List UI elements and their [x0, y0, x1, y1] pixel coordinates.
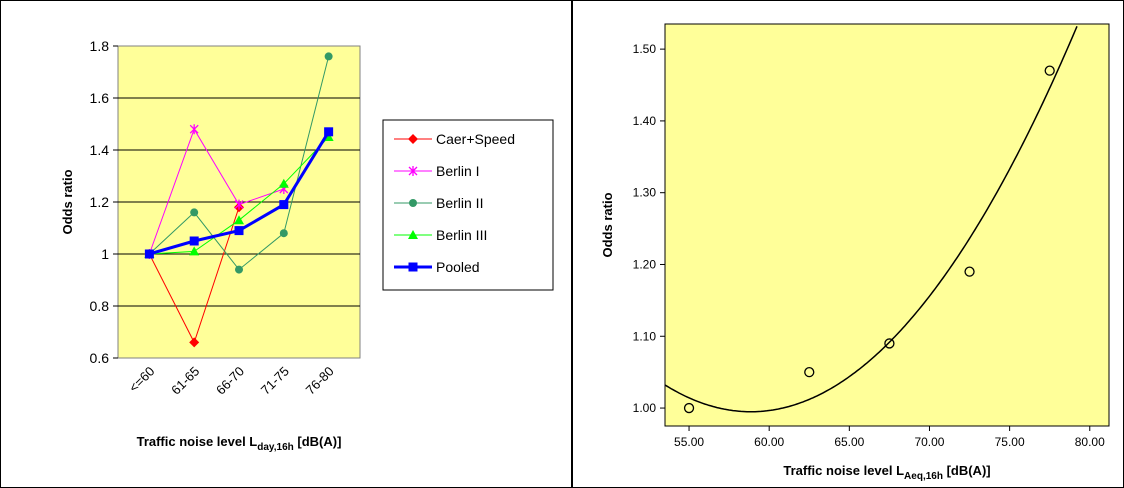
left-y-tick-label: 1: [101, 246, 109, 262]
series-point: [234, 226, 244, 236]
right-y-tick-label: 1.40: [633, 114, 657, 128]
right-y-tick-label: 1.20: [633, 257, 657, 271]
data-point: [964, 266, 975, 277]
series-point: [279, 200, 289, 210]
left-x-axis-label-sub: day,16h: [257, 442, 294, 453]
series-point: [279, 229, 288, 238]
legend-marker: [409, 199, 417, 207]
legend-label: Berlin I: [436, 163, 480, 179]
series-point: [324, 127, 334, 137]
left-y-tick-label: 0.8: [90, 298, 110, 314]
left-x-axis-label-main: Traffic noise level L: [137, 434, 258, 449]
left-x-tick-label: 66-70: [213, 364, 247, 398]
series-pooled: [144, 127, 334, 259]
left-y-tick-label: 0.6: [90, 350, 110, 366]
right-x-tick-label: 65.00: [834, 435, 864, 449]
legend-marker: [408, 166, 418, 176]
series-point: [324, 52, 333, 61]
right-x-tick-label: 55.00: [674, 435, 704, 449]
left-x-tick-labels: <=60 61-65 66-70 71-75 76-80: [126, 364, 337, 398]
right-x-tick-label: 80.00: [1075, 435, 1105, 449]
series-point: [189, 236, 199, 246]
left-x-tick-label: 76-80: [303, 364, 337, 398]
fit-curve: [664, 26, 1078, 413]
left-y-tick-labels: 0.6 0.8 1 1.2 1.4 1.6 1.8: [90, 38, 118, 366]
legend-marker: [408, 262, 418, 272]
left-x-tick-label: 61-65: [168, 364, 202, 398]
right-x-axis-label: Traffic noise level LAeq,16h [dB(A)]: [783, 463, 990, 482]
series-point: [189, 246, 200, 256]
right-y-tick-label: 1.10: [633, 329, 657, 343]
data-point: [804, 367, 815, 378]
left-y-axis-label: Odds ratio: [60, 169, 75, 234]
series-point: [235, 265, 243, 274]
series-point: [278, 178, 289, 188]
right-plot-area: [664, 23, 1110, 427]
left-chart: 0.6 0.8 1 1.2 1.4 1.6 1.8 <=60 61-65 66-70 71-75 7…: [60, 38, 554, 453]
series-point: [323, 132, 334, 141]
series-point: [189, 337, 200, 348]
legend-label: Berlin III: [436, 227, 487, 243]
left-x-axis-label: Traffic noise level Lday,16h [dB(A)]: [137, 434, 342, 453]
right-y-axis-label: Odds ratio: [600, 192, 615, 257]
legend-label: Berlin II: [436, 195, 483, 211]
right-x-tick-label: 60.00: [754, 435, 784, 449]
left-y-tick-label: 1.2: [90, 194, 110, 210]
right-x-tick-label: 75.00: [995, 435, 1025, 449]
right-x-axis-label-unit: [dB(A)]: [943, 463, 991, 478]
right-x-axis-label-main: Traffic noise level L: [783, 463, 904, 478]
series-point: [234, 215, 244, 225]
right-y-tick-label: 1.00: [633, 401, 657, 415]
legend-entries: Caer+Speed Berlin I Berlin II Berlin III Poo…: [394, 131, 515, 275]
left-y-tick-label: 1.4: [90, 142, 110, 158]
panel-divider: [571, 0, 573, 488]
data-point: [1044, 65, 1055, 76]
left-x-tick-label: 71-75: [258, 364, 292, 398]
data-point: [884, 338, 895, 349]
series-point: [234, 199, 244, 210]
right-y-tick-label: 1.30: [633, 186, 657, 200]
left-y-tick-label: 1.8: [90, 38, 110, 54]
legend-marker: [408, 134, 418, 144]
right-y-tick-label: 1.50: [633, 42, 657, 56]
right-chart: 1.00 1.10 1.20 1.30 1.40 1.50 55.00 60.00 65.00…: [600, 23, 1110, 482]
legend-marker: [408, 230, 418, 239]
right-x-axis-label-sub: Aeq,16h: [904, 471, 943, 482]
right-data-points: [683, 65, 1055, 414]
series-line: [148, 128, 284, 255]
left-series: [144, 52, 334, 348]
right-y-ticks: 1.00 1.10 1.20 1.30 1.40 1.50: [633, 42, 665, 415]
legend-label: Pooled: [436, 259, 480, 275]
right-x-ticks: 55.00 60.00 65.00 70.00 75.00 80.00: [674, 426, 1105, 449]
left-y-tick-label: 1.6: [90, 90, 110, 106]
legend-label: Caer+Speed: [436, 131, 515, 147]
series-point: [189, 124, 199, 135]
series-point: [144, 249, 154, 259]
left-x-tick-label: <=60: [126, 364, 158, 396]
left-x-axis-label-unit: [dB(A)]: [294, 434, 342, 449]
data-point: [683, 402, 695, 414]
series-point: [190, 208, 199, 217]
right-x-tick-label: 70.00: [914, 435, 944, 449]
